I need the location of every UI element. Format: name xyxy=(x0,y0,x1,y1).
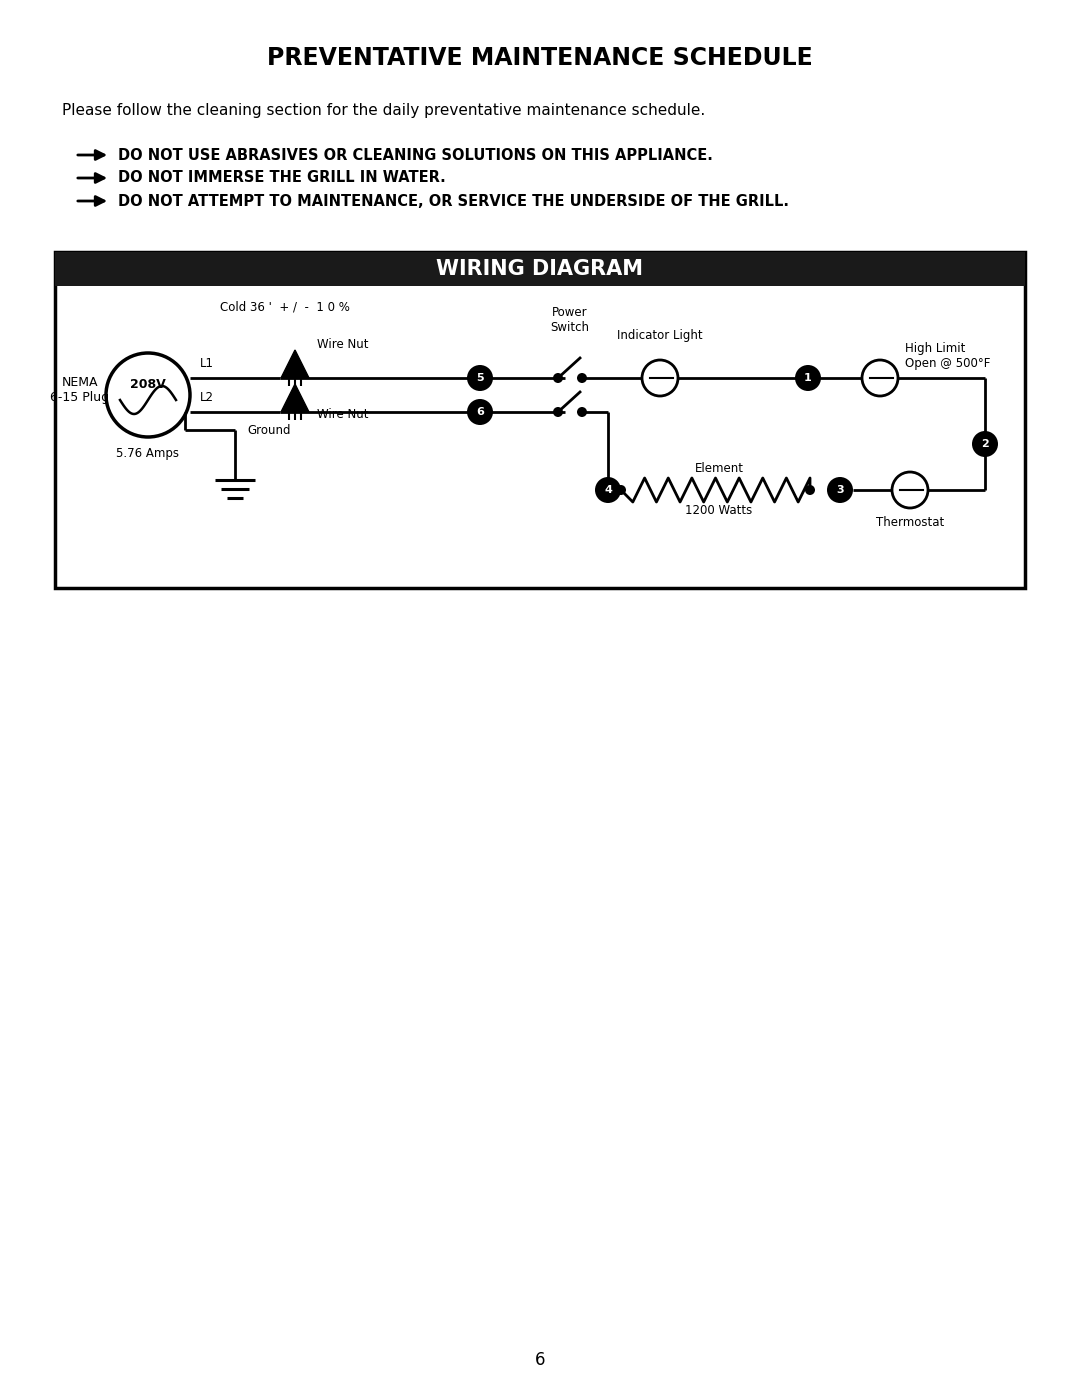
Text: Thermostat: Thermostat xyxy=(876,515,944,528)
Circle shape xyxy=(553,407,563,416)
Circle shape xyxy=(972,432,998,457)
Text: 208V: 208V xyxy=(130,379,166,391)
Circle shape xyxy=(467,365,492,391)
Text: L2: L2 xyxy=(200,391,214,404)
Polygon shape xyxy=(281,351,309,379)
Text: Cold 36 '  + /  -  1 0 %: Cold 36 ' + / - 1 0 % xyxy=(220,300,350,313)
Text: 6: 6 xyxy=(535,1351,545,1369)
Text: Wire Nut: Wire Nut xyxy=(318,408,368,420)
Text: L1: L1 xyxy=(200,358,214,370)
Text: 6: 6 xyxy=(476,407,484,416)
Text: DO NOT USE ABRASIVES OR CLEANING SOLUTIONS ON THIS APPLIANCE.: DO NOT USE ABRASIVES OR CLEANING SOLUTIO… xyxy=(118,148,713,162)
Text: Power
Switch: Power Switch xyxy=(551,306,590,334)
Circle shape xyxy=(467,400,492,425)
Circle shape xyxy=(642,360,678,395)
Text: Wire Nut: Wire Nut xyxy=(318,338,368,352)
Text: 5: 5 xyxy=(476,373,484,383)
Bar xyxy=(55,251,1025,588)
Circle shape xyxy=(553,373,563,383)
Bar xyxy=(55,251,1025,286)
Text: 3: 3 xyxy=(836,485,843,495)
Circle shape xyxy=(577,407,588,416)
Circle shape xyxy=(805,485,815,495)
Text: Please follow the cleaning section for the daily preventative maintenance schedu: Please follow the cleaning section for t… xyxy=(62,102,705,117)
Text: WIRING DIAGRAM: WIRING DIAGRAM xyxy=(436,258,644,279)
Text: 5.76 Amps: 5.76 Amps xyxy=(117,447,179,460)
Text: DO NOT IMMERSE THE GRILL IN WATER.: DO NOT IMMERSE THE GRILL IN WATER. xyxy=(118,170,446,186)
Text: 4: 4 xyxy=(604,485,612,495)
Circle shape xyxy=(595,476,621,503)
Circle shape xyxy=(862,360,897,395)
Text: Element: Element xyxy=(694,461,743,475)
Text: NEMA
6-15 Plug: NEMA 6-15 Plug xyxy=(51,376,109,404)
Circle shape xyxy=(616,485,626,495)
Circle shape xyxy=(827,476,853,503)
Text: Ground: Ground xyxy=(247,423,291,436)
Text: PREVENTATIVE MAINTENANCE SCHEDULE: PREVENTATIVE MAINTENANCE SCHEDULE xyxy=(267,46,813,70)
Text: 1: 1 xyxy=(805,373,812,383)
Polygon shape xyxy=(281,384,309,412)
Text: High Limit
Open @ 500°F: High Limit Open @ 500°F xyxy=(905,342,990,370)
Text: Indicator Light: Indicator Light xyxy=(617,330,703,342)
Circle shape xyxy=(892,472,928,509)
Circle shape xyxy=(795,365,821,391)
Text: 2: 2 xyxy=(981,439,989,448)
Circle shape xyxy=(577,373,588,383)
Text: DO NOT ATTEMPT TO MAINTENANCE, OR SERVICE THE UNDERSIDE OF THE GRILL.: DO NOT ATTEMPT TO MAINTENANCE, OR SERVIC… xyxy=(118,194,789,208)
Circle shape xyxy=(106,353,190,437)
Text: 1200 Watts: 1200 Watts xyxy=(686,503,753,517)
